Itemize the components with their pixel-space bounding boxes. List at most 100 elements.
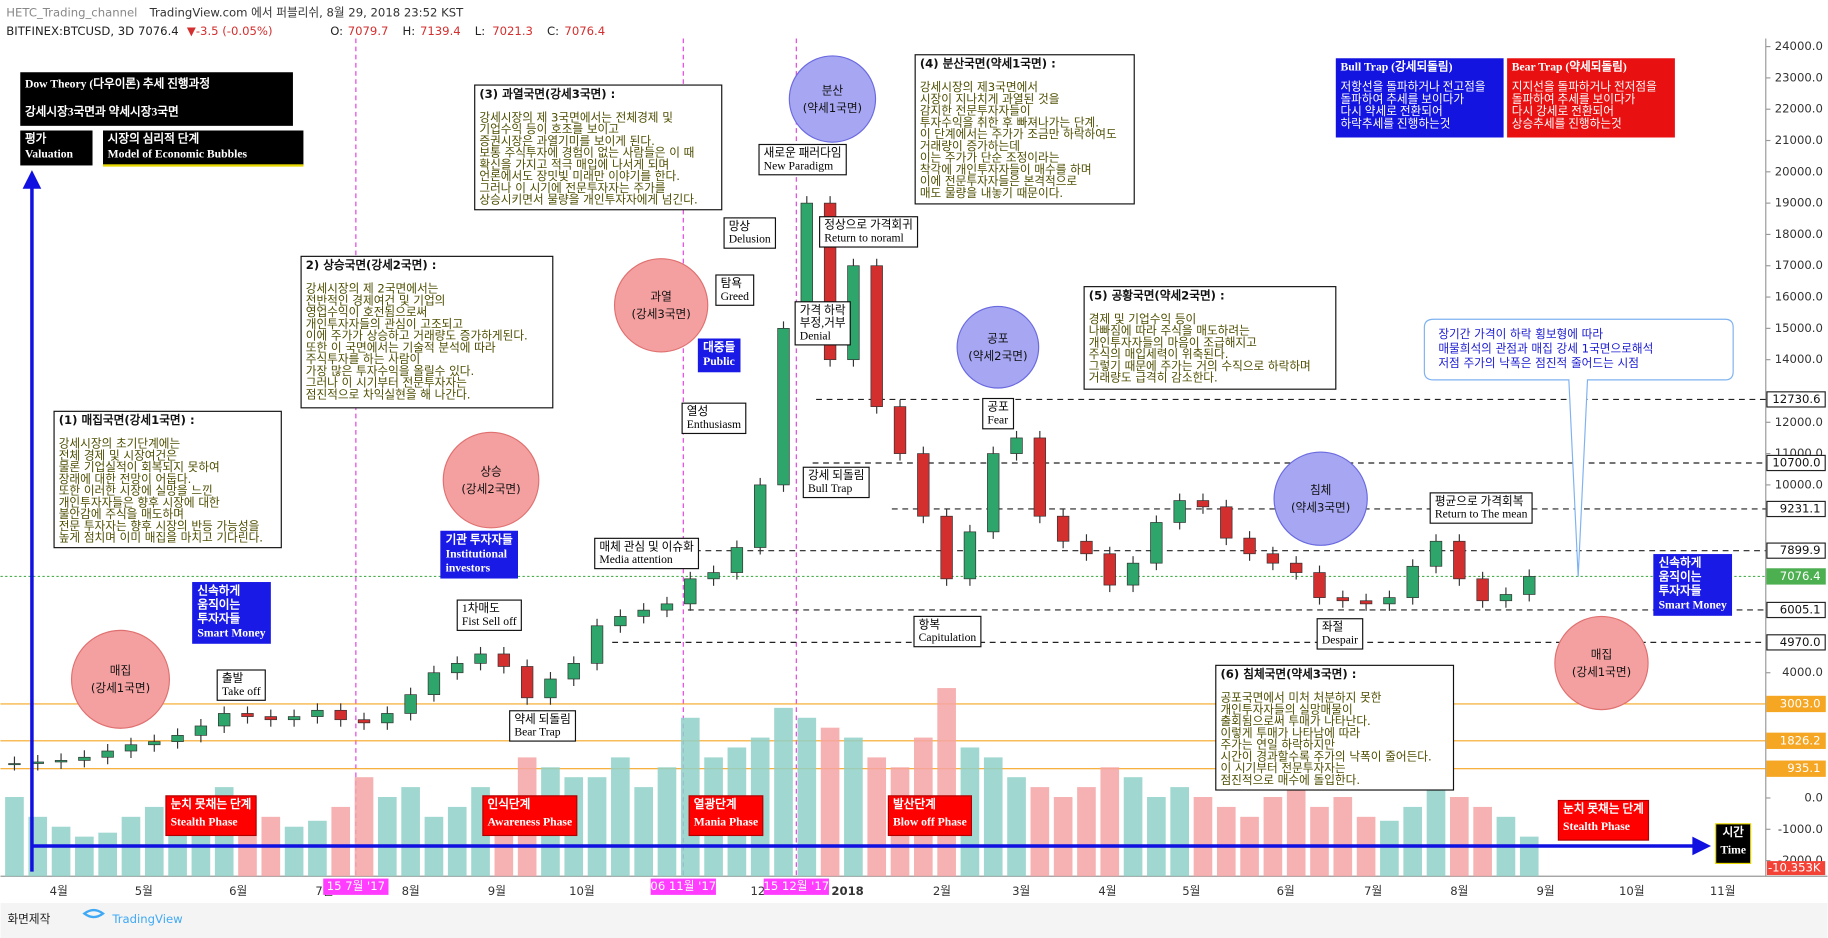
volume-bar	[308, 820, 327, 877]
box-text: (강세3국면)	[631, 307, 690, 321]
volume-bar	[1147, 797, 1166, 877]
box-background	[456, 599, 522, 631]
volume-bar	[1100, 767, 1120, 877]
candle-body	[1499, 594, 1513, 602]
candle-body	[1453, 540, 1466, 580]
volume-bar	[1473, 806, 1492, 877]
box-text: (강세1국면)	[1572, 665, 1631, 679]
candle-body	[1383, 597, 1396, 605]
candle-body	[1429, 540, 1443, 567]
note-box	[914, 54, 1135, 205]
candle-body	[8, 763, 21, 766]
date-marker-tag	[650, 878, 716, 895]
x-tick-label: 10월	[1619, 884, 1645, 898]
box-text: Return to noraml	[824, 232, 904, 245]
box-text: (강세1국면)	[91, 681, 150, 695]
x-tick-label: 9월	[488, 884, 506, 898]
y-tick-label: 16000.0	[1775, 290, 1823, 304]
box-text: 강세시장의 제 3국면에서는 전체경제 및	[479, 110, 673, 124]
box-text: 다시 약세로 전환되어	[1340, 104, 1442, 118]
candle-body	[1523, 576, 1536, 595]
candle-body	[1080, 540, 1093, 555]
box-text: 전문 투자자는 향후 시장의 반등 가능성을	[59, 519, 260, 533]
box-text: 이렇게 투매가 나타남에 따라	[1220, 726, 1360, 740]
box-text: 좌절	[1322, 620, 1343, 634]
box-text: 대중들	[703, 340, 735, 354]
box-text: Delusion	[729, 233, 771, 246]
box-text: 새로운 패러다임	[764, 146, 842, 159]
volume-label: -10.353K	[1768, 861, 1821, 875]
candle-body	[707, 572, 720, 580]
candle-body	[124, 744, 138, 752]
arrow-head	[22, 170, 42, 189]
box-text: 강세시장의 제 2국면에서는	[306, 282, 439, 296]
box-text: 나빠짐에 따라 주식을 매도하려는	[1089, 324, 1250, 338]
box-text: 전반적인 경제여건 및 기업의	[306, 293, 446, 307]
candle-body	[194, 725, 208, 736]
volume-bar	[401, 787, 420, 877]
box-text: (1) 매집국면(강세1국면) :	[59, 413, 195, 427]
box-text: 돌파하여 추세를 보이다가	[1340, 92, 1464, 106]
note-box	[1083, 286, 1337, 390]
box-text: 신속하게	[1659, 556, 1702, 570]
box-text: 장래에 대한 전망이 어둡다.	[59, 472, 192, 486]
box-text: 경제 및 기업수익 등이	[1089, 312, 1197, 326]
box-text: 상승시키면서 물량을 개인투자자에게 넘긴다.	[479, 193, 697, 207]
candle-body	[218, 713, 231, 727]
y-tick-label: 24000.0	[1775, 39, 1823, 53]
note-box	[300, 255, 554, 409]
volume-bar	[820, 727, 840, 877]
box-background	[681, 402, 747, 435]
box-text: 약세 되돌림	[514, 712, 570, 726]
price-line-tag	[1766, 542, 1826, 559]
price-line-label: 6005.1	[1780, 602, 1821, 616]
box-text: 그러나 이 시기에 전문투자자는 주가를	[479, 181, 665, 195]
label-box: 인식단계 Awareness Phase	[482, 795, 578, 837]
y-tick-label: 22000.0	[1775, 102, 1823, 116]
candle-body	[1476, 578, 1489, 602]
candle-body	[264, 716, 277, 721]
volume-bar	[797, 717, 817, 877]
candle-body	[870, 265, 883, 407]
ohlc-value: 7139.4	[420, 24, 461, 38]
volume-bar	[5, 797, 24, 877]
symbol: BITFINEX:BTCUSD, 3D	[6, 24, 134, 38]
y-tick-label: 23000.0	[1775, 70, 1823, 84]
candle-body	[637, 609, 650, 617]
price-line-label: 9231.1	[1780, 501, 1821, 515]
ohlc-key: C:	[547, 24, 559, 38]
box-text: 기관 투자자들	[446, 532, 513, 546]
x-tick-label: 5월	[1182, 884, 1200, 898]
box-text: (4) 분산국면(약세1국면) :	[920, 57, 1056, 71]
volume-bar	[1380, 820, 1399, 877]
date-marker-label: 06 11월 '17	[650, 879, 716, 893]
phase-circle	[613, 258, 709, 353]
x-tick-label: 10월	[569, 884, 595, 898]
box-text: 투자자들	[197, 612, 240, 626]
volume-bar	[51, 826, 71, 877]
candle-body	[1336, 597, 1349, 602]
candle-body	[1290, 562, 1303, 573]
box-text: Stealth Phase	[171, 815, 238, 828]
price-line-tag	[1766, 601, 1826, 619]
phase-circle	[956, 305, 1040, 389]
phase-circle	[1554, 615, 1649, 711]
price-line-label: 3003.0	[1780, 696, 1821, 710]
box-text: 불안감에 주식을 매도하며	[59, 507, 184, 521]
box-text: 출발	[222, 672, 244, 685]
tv-logo	[82, 908, 105, 919]
box-text: (6) 침체국면(약세3국면) :	[1220, 667, 1356, 681]
box-text: 부정,거부	[800, 317, 846, 330]
candle-body	[1126, 562, 1140, 586]
box-text: Valuation	[25, 148, 74, 161]
box-text: 장기간 가격이 하락 횡보형에 따라	[1438, 327, 1603, 341]
date-marker-tag	[323, 878, 389, 895]
box-text: 점진적으로 차익실현을 해 나간다.	[306, 388, 471, 402]
y-tick-label: 15000.0	[1775, 321, 1823, 335]
